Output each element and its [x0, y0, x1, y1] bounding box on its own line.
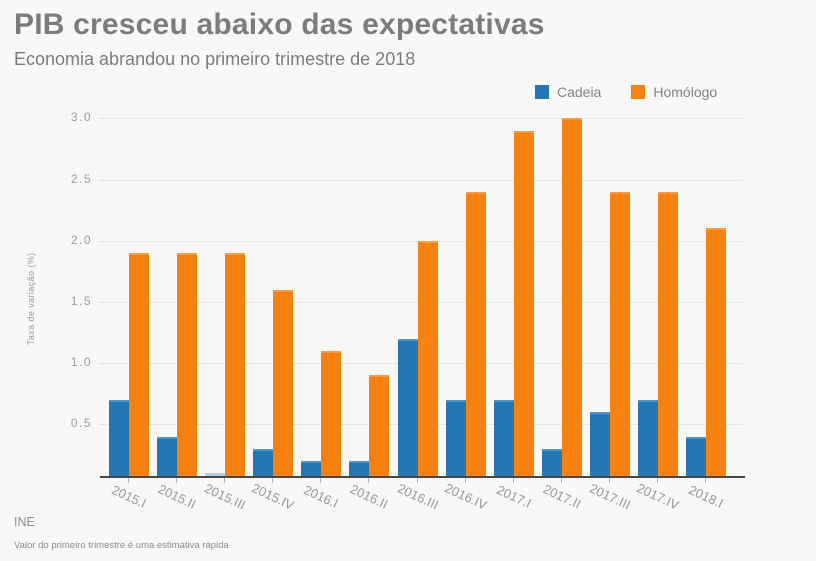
chart-subtitle: Economia abrandou no primeiro trimestre …	[14, 49, 416, 69]
bar-group: 2016.II	[345, 110, 393, 512]
legend-item-homologo: Homólogo	[631, 84, 717, 100]
plot-area: 2015.I 2015.II 2015.III 2015.IV 2016.I 2016.I…	[105, 110, 730, 513]
bar-group: 2016.IV	[442, 110, 490, 513]
x-tick-mark	[368, 478, 370, 483]
bar-cadeia	[493, 400, 514, 476]
y-gridline	[100, 180, 742, 181]
x-tick-mark	[704, 478, 706, 483]
homologo-color-swatch	[631, 85, 646, 99]
x-axis-label: 2015.III	[202, 480, 249, 513]
x-tick-mark	[272, 478, 274, 483]
x-axis-label: 2017.III	[586, 480, 633, 513]
x-axis-label: 2016.II	[348, 481, 391, 512]
bar-homologo	[129, 253, 150, 476]
bar-group: 2016.III	[393, 110, 441, 512]
x-tick-mark	[608, 478, 610, 483]
x-tick-mark	[464, 478, 466, 483]
chart-title: PIB cresceu abaixo das expectativas	[14, 8, 545, 41]
bar-cadeia	[349, 461, 370, 476]
x-axis-label: 2015.II	[155, 481, 199, 512]
y-tick-label: 0.5	[70, 416, 92, 430]
bar-homologo	[561, 118, 582, 476]
y-gridline	[100, 118, 742, 119]
x-tick-mark	[512, 478, 514, 483]
bar-cadeia	[685, 437, 706, 476]
x-axis-label: 2015.IV	[249, 480, 297, 513]
x-tick-mark	[416, 478, 418, 483]
y-tick-label: 2.0	[70, 233, 92, 247]
x-tick-mark	[320, 478, 322, 483]
bar-homologo	[177, 253, 198, 476]
x-axis-label: 2017.IV	[634, 480, 682, 513]
bar-homologo	[705, 228, 726, 476]
cadeia-color-swatch	[535, 85, 549, 99]
bar-cadeia	[637, 400, 658, 476]
legend: Cadeia Homólogo	[535, 84, 717, 100]
bar-homologo	[465, 192, 486, 476]
x-tick-mark	[176, 478, 178, 483]
bar-homologo	[513, 131, 534, 476]
bar-group: 2018.I	[682, 110, 730, 511]
bar-cadeia	[541, 449, 562, 476]
bar-cadeia	[157, 437, 178, 476]
bar-group: 2017.II	[538, 110, 586, 512]
bar-cadeia	[301, 461, 322, 476]
y-tick-label: 3.0	[70, 110, 92, 124]
legend-item-cadeia: Cadeia	[535, 84, 601, 100]
x-axis-label: 2018.I	[686, 482, 726, 511]
bar-homologo	[369, 375, 390, 476]
bar-cadeia	[253, 449, 274, 476]
y-tick-label: 2.5	[70, 172, 92, 186]
bar-cadeia	[589, 412, 610, 476]
bar-cadeia	[109, 400, 130, 476]
x-axis-label: 2017.I	[494, 482, 534, 511]
bar-homologo	[321, 351, 342, 476]
bar-group: 2017.IV	[634, 110, 682, 513]
bar-homologo	[225, 253, 246, 476]
x-tick-mark	[560, 478, 562, 483]
bar-group: 2015.IV	[249, 110, 297, 513]
bar-group: 2017.I	[490, 110, 538, 511]
bar-group: 2016.I	[297, 110, 345, 511]
x-axis-label: 2015.I	[109, 482, 149, 511]
bar-homologo	[657, 192, 678, 476]
source-label: INE	[14, 515, 35, 529]
x-axis-label: 2016.I	[301, 482, 341, 511]
legend-label-cadeia: Cadeia	[557, 84, 602, 100]
x-tick-mark	[128, 478, 130, 483]
bar-cadeia	[397, 339, 418, 476]
x-axis-line	[100, 476, 745, 478]
x-axis-label: 2017.II	[540, 481, 583, 512]
bar-homologo	[417, 241, 438, 476]
bar-homologo	[609, 192, 630, 476]
x-tick-mark	[224, 478, 226, 483]
bar-group: 2015.III	[201, 110, 249, 512]
y-tick-label: 1.0	[70, 355, 92, 369]
y-tick-label: 1.5	[70, 294, 92, 308]
legend-label-homologo: Homólogo	[653, 84, 718, 100]
bar-cadeia	[445, 400, 466, 476]
x-axis-label: 2016.IV	[442, 480, 490, 513]
bar-cadeia	[205, 473, 226, 476]
footnote: Valor do primeiro trimestre é uma estima…	[14, 540, 229, 551]
x-tick-mark	[656, 478, 658, 483]
bar-group: 2017.III	[586, 110, 634, 512]
bar-group: 2015.II	[153, 110, 201, 512]
bar-homologo	[273, 290, 294, 476]
x-axis-label: 2016.III	[394, 480, 441, 513]
bar-group: 2015.I	[105, 110, 153, 511]
